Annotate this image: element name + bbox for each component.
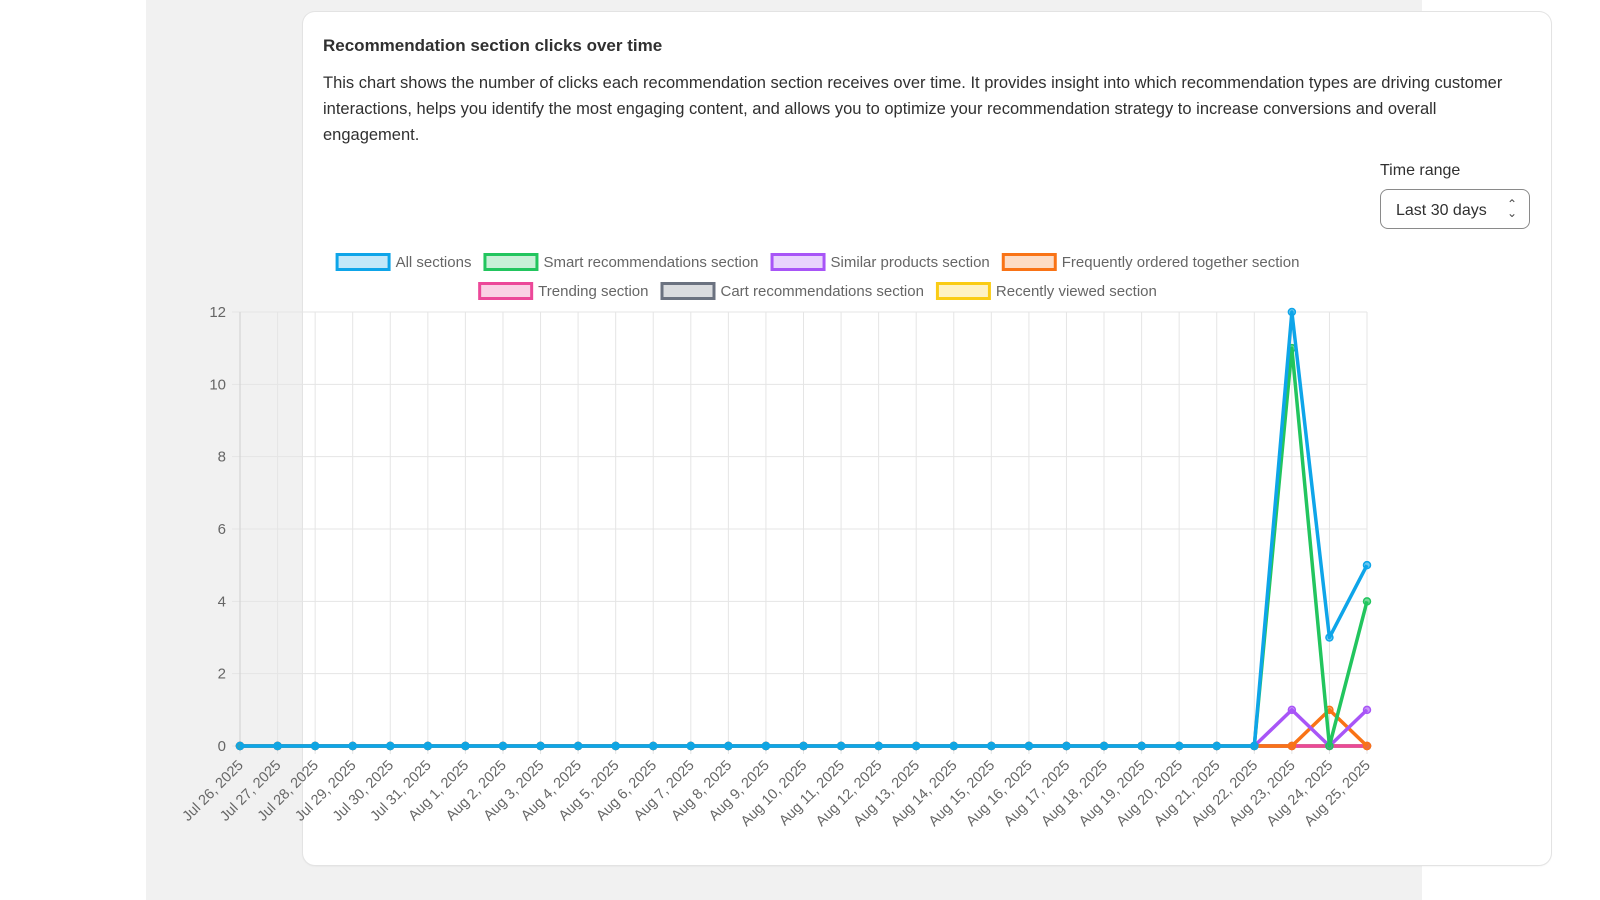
time-range-select[interactable]: Last 30 days ⌃ ⌄: [1380, 189, 1530, 229]
data-point: [498, 741, 508, 751]
legend-swatch: [478, 282, 534, 300]
legend-swatch: [483, 253, 539, 271]
page-background: Recommendation section clicks over time …: [146, 0, 1551, 900]
data-point: [911, 741, 921, 751]
data-point: [310, 741, 320, 751]
card-title: Recommendation section clicks over time: [323, 36, 663, 55]
chevron-up-down-icon: ⌃ ⌄: [1506, 197, 1517, 220]
legend-swatch: [770, 253, 826, 271]
time-range-value: Last 30 days: [1396, 202, 1487, 219]
data-point: [761, 741, 771, 751]
legend-swatch: [935, 282, 991, 300]
data-point: [949, 741, 959, 751]
y-tick-label: 12: [209, 304, 226, 321]
data-point: [1362, 560, 1372, 570]
y-tick-label: 2: [218, 666, 226, 683]
data-point: [1024, 741, 1034, 751]
legend-label: Cart recommendations section: [721, 283, 924, 300]
data-point: [648, 741, 658, 751]
x-tick-label: Aug 25, 2025: [1302, 758, 1374, 830]
data-point: [386, 741, 395, 751]
data-point: [799, 741, 808, 751]
data-point: [573, 741, 583, 751]
data-point: [686, 741, 696, 751]
y-tick-label: 6: [218, 521, 226, 538]
data-point: [273, 741, 282, 751]
data-point: [1362, 741, 1372, 751]
data-point: [724, 741, 733, 751]
y-tick-label: 10: [209, 376, 226, 393]
legend-label: Frequently ordered together section: [1062, 254, 1300, 271]
data-point: [611, 741, 620, 751]
data-point: [1062, 741, 1071, 751]
y-tick-label: 0: [218, 738, 226, 755]
data-point: [1099, 741, 1109, 751]
data-point: [1325, 741, 1334, 751]
data-point: [874, 741, 883, 751]
time-range-label: Time range: [1380, 162, 1461, 179]
data-point: [235, 741, 245, 751]
data-point: [536, 741, 545, 751]
data-point: [1325, 633, 1334, 642]
legend-swatch: [1001, 253, 1057, 271]
data-point: [423, 741, 433, 751]
y-tick-label: 4: [218, 593, 226, 610]
data-point: [1287, 705, 1297, 715]
legend-label: All sections: [396, 254, 472, 271]
legend-label: Smart recommendations section: [543, 254, 758, 271]
legend-label: Recently viewed section: [996, 283, 1157, 300]
data-point: [461, 741, 470, 751]
data-point: [1287, 741, 1297, 751]
data-point: [1287, 307, 1297, 317]
data-point: [1174, 741, 1184, 751]
legend-swatch: [335, 253, 391, 271]
data-point: [1362, 705, 1372, 715]
data-point: [987, 741, 996, 751]
card-description: This chart shows the number of clicks ea…: [323, 74, 1503, 144]
legend-swatch: [660, 282, 716, 300]
data-point: [1250, 741, 1259, 751]
legend-label: Trending section: [538, 283, 648, 300]
data-point: [1362, 597, 1372, 606]
data-point: [836, 741, 846, 751]
data-point: [348, 741, 357, 751]
legend-label: Similar products section: [831, 254, 990, 271]
y-tick-label: 8: [218, 449, 226, 466]
data-point: [1212, 741, 1221, 751]
data-point: [1137, 741, 1146, 751]
